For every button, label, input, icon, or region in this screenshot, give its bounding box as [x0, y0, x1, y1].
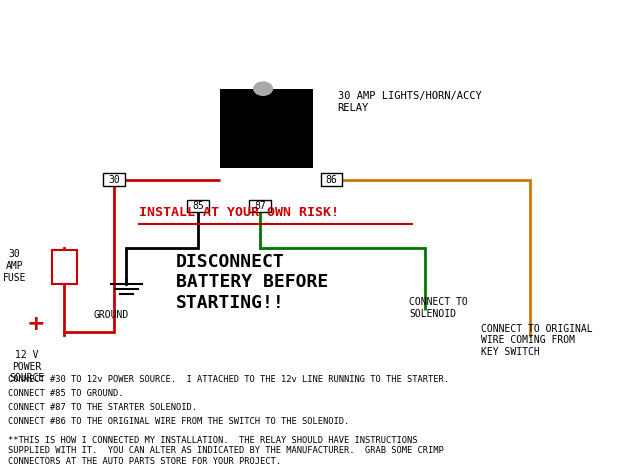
Text: 12 V
POWER
SOURCE: 12 V POWER SOURCE	[9, 350, 44, 383]
FancyBboxPatch shape	[249, 200, 271, 212]
Text: 30 AMP LIGHTS/HORN/ACCY
RELAY: 30 AMP LIGHTS/HORN/ACCY RELAY	[338, 91, 482, 113]
Text: 30: 30	[108, 175, 120, 184]
Text: GROUND: GROUND	[93, 310, 129, 320]
Text: CONNECT #30 TO 12v POWER SOURCE.  I ATTACHED TO THE 12v LINE RUNNING TO THE STAR: CONNECT #30 TO 12v POWER SOURCE. I ATTAC…	[8, 375, 449, 383]
FancyBboxPatch shape	[321, 173, 343, 186]
Text: CONNECT TO
SOLENOID: CONNECT TO SOLENOID	[409, 297, 468, 318]
Text: DISCONNECT
BATTERY BEFORE
STARTING!!: DISCONNECT BATTERY BEFORE STARTING!!	[176, 253, 328, 312]
Text: 86: 86	[326, 175, 338, 184]
FancyBboxPatch shape	[103, 173, 125, 186]
Text: CONNECT TO ORIGINAL
WIRE COMING FROM
KEY SWITCH: CONNECT TO ORIGINAL WIRE COMING FROM KEY…	[480, 324, 592, 357]
Bar	[220, 89, 313, 169]
Text: **THIS IS HOW I CONNECTED MY INSTALLATION.  THE RELAY SHOULD HAVE INSTRUCTIONS
S: **THIS IS HOW I CONNECTED MY INSTALLATIO…	[8, 436, 444, 466]
Circle shape	[254, 82, 273, 95]
Text: 85: 85	[192, 201, 203, 211]
Text: 87: 87	[254, 201, 266, 211]
Text: +: +	[27, 314, 46, 333]
Text: INSTALL AT YOUR OWN RISK!: INSTALL AT YOUR OWN RISK!	[139, 206, 339, 219]
Text: CONNECT #85 TO GROUND.: CONNECT #85 TO GROUND.	[8, 389, 124, 398]
Bar	[52, 250, 77, 284]
Text: CONNECT #86 TO THE ORIGINAL WIRE FROM THE SWITCH TO THE SOLENOID.: CONNECT #86 TO THE ORIGINAL WIRE FROM TH…	[8, 417, 349, 426]
FancyBboxPatch shape	[187, 200, 209, 212]
Text: CONNECT #87 TO THE STARTER SOLENOID.: CONNECT #87 TO THE STARTER SOLENOID.	[8, 403, 197, 412]
Text: 30
AMP
FUSE: 30 AMP FUSE	[2, 249, 26, 283]
